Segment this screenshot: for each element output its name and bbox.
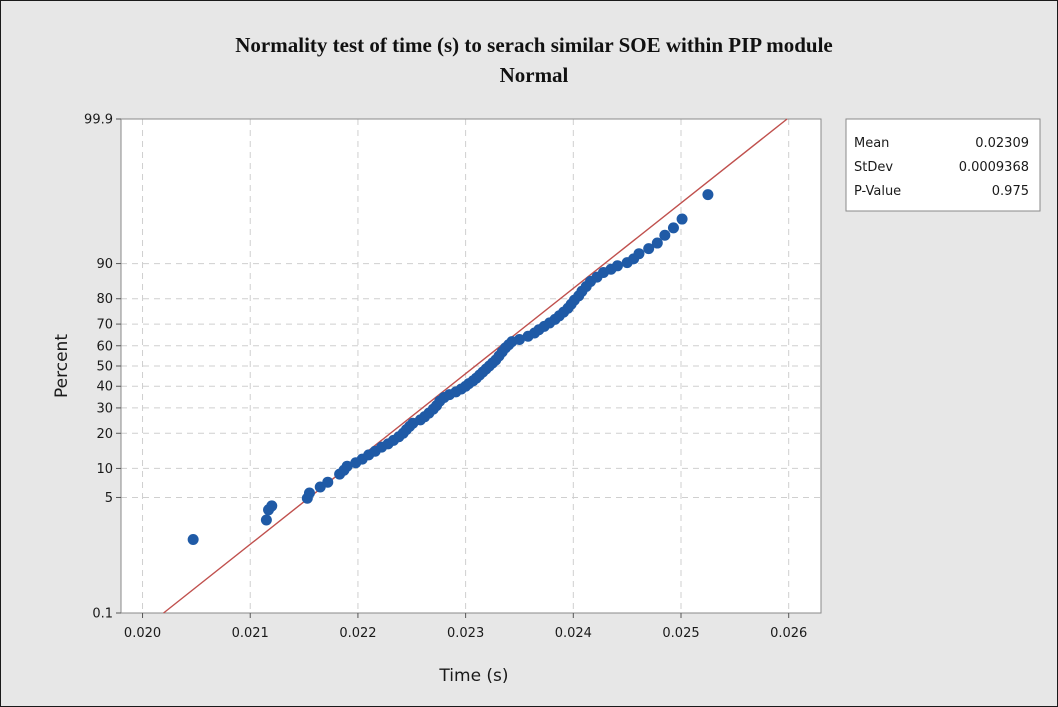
y-tick-label: 0.1 (92, 607, 113, 622)
axis-ticks: 0.020 0.021 0.022 0.023 0.024 0.025 0.026 0.1 5 1… (84, 113, 807, 642)
data-points (187, 189, 714, 545)
data-point (341, 460, 353, 472)
data-point (303, 487, 315, 499)
x-tick-label: 0.021 (232, 626, 269, 641)
x-tick-label: 0.022 (339, 626, 376, 641)
y-tick-label: 99.9 (84, 113, 113, 128)
y-tick-label: 20 (96, 427, 113, 442)
grid (121, 119, 821, 613)
data-point (513, 333, 525, 345)
stat-pvalue-value: 0.975 (992, 184, 1029, 199)
x-tick-label: 0.020 (124, 626, 161, 641)
fit-line-group (163, 118, 788, 614)
data-point (260, 514, 272, 526)
stats-box-border (845, 118, 1041, 212)
data-point (322, 476, 334, 488)
x-tick-label: 0.024 (555, 626, 592, 641)
chart-subtitle: Normal (500, 63, 569, 87)
fit-line (163, 118, 788, 614)
y-tick-label: 50 (96, 360, 113, 375)
data-point (651, 237, 663, 249)
x-axis-label: Time (s) (438, 666, 508, 686)
data-point (187, 533, 199, 545)
y-axis-label: Percent (52, 334, 72, 398)
data-point (659, 229, 671, 241)
data-point (633, 248, 645, 260)
x-tick-label: 0.023 (447, 626, 484, 641)
x-tick-label: 0.026 (770, 626, 807, 641)
data-point (702, 189, 714, 201)
x-tick-label: 0.025 (662, 626, 699, 641)
data-point (611, 260, 623, 272)
y-tick-label: 60 (96, 339, 113, 354)
y-tick-label: 80 (96, 292, 113, 307)
stat-mean-label: Mean (854, 136, 889, 151)
y-tick-label: 30 (96, 401, 113, 416)
stat-stdev-label: StDev (854, 160, 893, 175)
y-tick-label: 40 (96, 380, 113, 395)
chart-title: Normality test of time (s) to serach sim… (235, 33, 832, 57)
data-point (643, 243, 655, 255)
stat-pvalue-label: P-Value (854, 184, 901, 199)
y-tick-label: 90 (96, 257, 113, 272)
y-tick-label: 10 (96, 462, 113, 477)
stats-legend: Mean 0.02309 StDev 0.0009368 P-Value 0.9… (845, 118, 1041, 212)
stat-stdev-value: 0.0009368 (959, 160, 1029, 175)
data-point (676, 213, 688, 225)
data-point (266, 500, 278, 512)
y-tick-label: 5 (105, 491, 113, 506)
y-tick-label: 70 (96, 318, 113, 333)
data-point (667, 222, 679, 234)
stat-mean-value: 0.02309 (975, 136, 1029, 151)
